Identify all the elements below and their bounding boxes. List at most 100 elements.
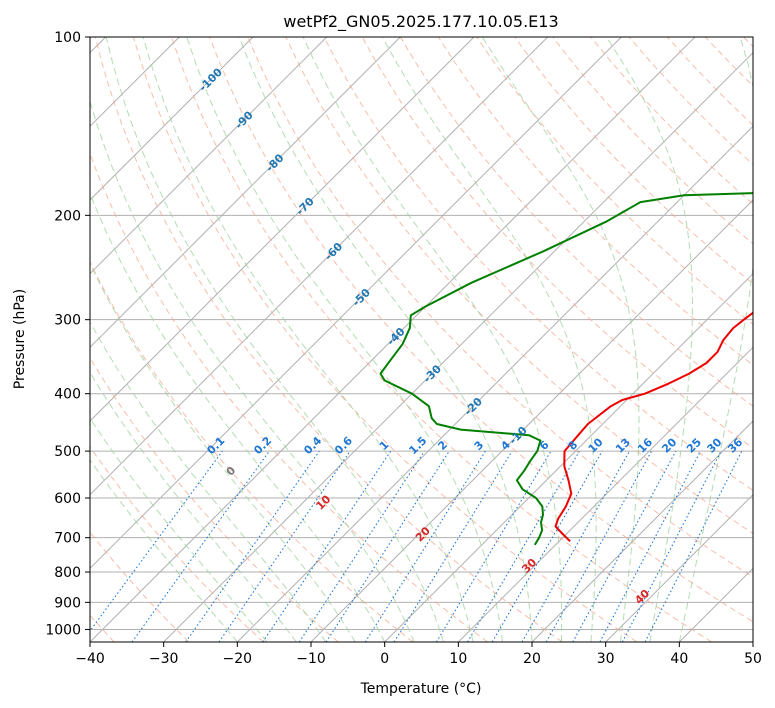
x-tick-label: 10 (449, 651, 467, 667)
y-tick-label: 800 (54, 565, 81, 581)
x-tick-label: −40 (75, 651, 105, 667)
dry-adiabat-line (132, 37, 638, 642)
chart-title: wetPf2_GN05.2025.177.10.05.E13 (283, 12, 558, 32)
x-tick-label: 30 (597, 651, 615, 667)
isotherm-line (90, 37, 475, 422)
isotherm-line (90, 37, 696, 642)
dry-adiabat-line (285, 37, 753, 535)
dry-adiabat-line (590, 37, 753, 205)
dry-adiabat-line (323, 37, 753, 491)
mixing-ratio-line (393, 450, 513, 642)
y-tick-label: 600 (54, 491, 81, 507)
mixing-ratio-line (90, 450, 223, 632)
dry-adiabat-line (743, 37, 753, 48)
isotherm-label: -90 (233, 108, 256, 131)
moist-adiabat-line (302, 37, 563, 642)
mixing-ratio-label: 0.2 (251, 434, 274, 457)
moist-adiabat-line (90, 99, 415, 642)
mixing-ratio-line (491, 450, 603, 642)
moist-adiabat-line (90, 192, 386, 642)
isotherm-line (531, 420, 753, 642)
dry-adiabat-line (476, 37, 753, 325)
moist-adiabat-line (90, 371, 297, 642)
dry-adiabat-line (90, 356, 339, 642)
mixing-ratio-line (364, 450, 486, 642)
isotherm-line (457, 346, 753, 642)
moist-adiabat-line (381, 37, 597, 642)
mixing-ratio-line (435, 450, 552, 642)
y-tick-label: 100 (54, 30, 81, 46)
dewpoint-profile-line (379, 192, 753, 546)
dry-adiabat-label: 40 (632, 587, 652, 607)
moist-adiabat-line (90, 262, 356, 642)
dry-adiabat-line (94, 37, 563, 642)
moist-adiabat-line (90, 459, 238, 642)
isotherm-line (384, 272, 753, 642)
x-tick-label: −20 (223, 651, 253, 667)
x-tick-label: 20 (523, 651, 541, 667)
axis-ticks: −40 −30 −20 −10 0 10 20 30 40 5010020030040050060… (45, 30, 762, 667)
dry-adiabat-line (90, 446, 264, 642)
line-annotations: 0.1 0.2 0.4 0.6 1 1.5 2 3 4 6 8 10 13 16 20 25 30 36-100-… (196, 65, 745, 607)
moist-adiabat-line (142, 37, 474, 642)
temperature-profile-line (554, 311, 753, 543)
isotherm-line (90, 37, 328, 275)
y-tick-label: 700 (54, 531, 81, 547)
dry-adiabat-line (209, 37, 753, 623)
isotherm-line (163, 51, 753, 642)
y-tick-label: 900 (54, 595, 81, 611)
dry-adiabat-line (90, 260, 414, 642)
y-tick-label: 1000 (45, 622, 81, 638)
mixing-ratio-line (262, 450, 392, 642)
y-tick-label: 400 (54, 387, 81, 403)
isotherm-line (752, 641, 753, 642)
x-tick-label: −30 (149, 651, 179, 667)
x-tick-label: −10 (296, 651, 326, 667)
isotherm-label: -100 (196, 65, 225, 94)
moist-adiabat-line (105, 37, 445, 642)
dry-adiabat-line (90, 531, 190, 642)
y-tick-label: 500 (54, 444, 81, 460)
dry-adiabat-line (666, 37, 753, 126)
mixing-ratio-line (521, 450, 630, 642)
mixing-ratio-line (185, 450, 320, 642)
dry-adiabat-line (704, 37, 753, 87)
mixing-ratio-label: 36 (725, 435, 745, 455)
isotherm-line (236, 125, 753, 642)
isotherm-line (310, 199, 753, 642)
mixing-ratio-label: 0.1 (204, 434, 227, 457)
mixing-ratio-line (545, 450, 653, 642)
mixing-ratio-line (644, 450, 743, 642)
dry-adiabat-line (247, 37, 753, 578)
y-axis-label: Pressure (hPa) (12, 289, 28, 389)
isotherm-line (90, 37, 401, 349)
dry-adiabat-label: 20 (413, 524, 433, 544)
mixing-ratio-line (599, 450, 702, 642)
moist-adiabat-line (606, 37, 694, 642)
moist-adiabat-line (238, 37, 533, 642)
dry-adiabat-line (171, 37, 712, 642)
mixing-ratio-line (572, 450, 677, 642)
mixing-ratio-label: 13 (613, 436, 633, 456)
y-tick-label: 300 (54, 313, 81, 329)
moist-adiabat-line (90, 417, 268, 642)
isotherm-line (678, 567, 753, 642)
isotherm-line (90, 37, 254, 201)
mixing-ratio-label: 0.4 (301, 434, 324, 457)
y-tick-label: 200 (54, 208, 81, 224)
moist-adiabat-line (186, 37, 503, 642)
dry-adiabat-label: 30 (519, 556, 539, 576)
isotherm-line (605, 493, 753, 642)
x-tick-label: 40 (670, 651, 688, 667)
mixing-ratio-line (298, 450, 425, 642)
x-tick-label: 50 (744, 651, 762, 667)
plot-frame (89, 36, 754, 643)
isotherm-line (90, 37, 549, 496)
moist-adiabat-line (481, 37, 640, 642)
dry-adiabat-line (514, 37, 753, 285)
mixing-ratio-line (467, 450, 580, 642)
dry-adiabat-line (90, 152, 488, 642)
isotherm-line (90, 37, 622, 570)
mixing-ratio-label: 25 (684, 436, 704, 456)
